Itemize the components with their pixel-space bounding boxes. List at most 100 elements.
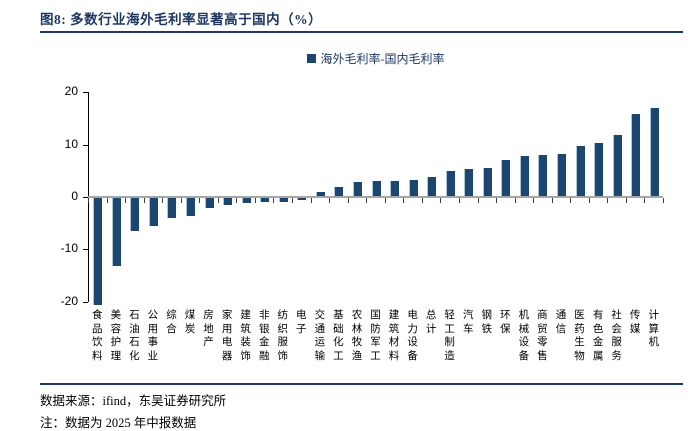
- title-divider: [40, 31, 683, 33]
- x-axis-tick: [329, 198, 331, 203]
- bar-通信: [556, 154, 566, 197]
- bar-机械设备: [519, 155, 529, 197]
- bar-建筑装饰: [241, 198, 251, 203]
- category-label-食品饮料: 食 品 饮 料: [92, 310, 103, 362]
- category-label-医药生物: 医 药 生 物: [574, 310, 585, 362]
- figure-title: 图8: 多数行业海外毛利率显著高于国内（%）: [40, 12, 323, 27]
- x-axis-tick: [217, 198, 219, 203]
- bar-公用事业: [148, 198, 158, 226]
- category-label-交通运输: 交 通 运 输: [314, 310, 326, 362]
- category-label-建筑装饰: 建 筑 装 饰: [240, 310, 251, 362]
- bar-综合: [167, 198, 177, 218]
- bar-家用电器: [223, 198, 233, 205]
- bar-有色金属: [594, 142, 604, 197]
- data-source-text: 数据来源：ifind，东吴证券研究所: [40, 394, 227, 408]
- x-axis-tick: [384, 198, 386, 203]
- y-axis-tick: [83, 249, 88, 251]
- category-label-美容护理: 美 容 护 理: [110, 310, 122, 362]
- category-label-钢铁: 钢 铁: [481, 310, 493, 335]
- category-label-建筑材料: 建 筑 材 料: [388, 310, 400, 362]
- bar-汽车: [464, 169, 474, 197]
- x-axis-tick: [366, 198, 368, 203]
- category-label-有色金属: 有 色 金 属: [592, 310, 604, 362]
- x-axis-tick: [347, 198, 349, 203]
- category-label-石油石化: 石 油 石 化: [129, 310, 140, 362]
- bar-钢铁: [482, 168, 492, 197]
- bar-建筑材料: [390, 180, 400, 197]
- category-label-计算机: 计 算 机: [648, 310, 659, 348]
- data-note-text: 注：数据为 2025 年中报数据: [40, 416, 197, 430]
- y-axis-tick-label: -20: [60, 293, 78, 308]
- category-label-国防军工: 国 防 军 工: [370, 310, 381, 362]
- x-axis-tick: [403, 198, 405, 203]
- category-label-电子: 电 子: [296, 310, 307, 335]
- y-axis-tick: [83, 197, 88, 198]
- bar-美容护理: [111, 198, 121, 267]
- bar-计算机: [649, 107, 659, 197]
- category-label-总计: 总 计: [425, 310, 437, 335]
- y-axis-tick: [83, 144, 88, 146]
- category-label-农林牧渔: 农 林 牧 渔: [351, 310, 363, 362]
- x-axis-tick: [236, 198, 238, 203]
- category-label-机械设备: 机 械 设 备: [518, 310, 530, 362]
- bar-医药生物: [575, 145, 585, 197]
- x-axis-tick: [162, 198, 164, 203]
- category-label-公用事业: 公 用 事 业: [147, 310, 159, 362]
- x-axis-tick: [125, 198, 127, 203]
- bar-总计: [427, 176, 437, 197]
- bar-国防军工: [371, 181, 381, 197]
- x-axis-tick: [477, 198, 479, 203]
- bar-农林牧渔: [352, 182, 362, 197]
- x-axis-tick: [143, 198, 145, 203]
- x-axis-tick: [663, 198, 664, 203]
- bar-轻工制造: [445, 170, 455, 197]
- x-axis-zero-line: [88, 196, 663, 198]
- bar-环保: [501, 160, 511, 197]
- category-label-商贸零售: 商 贸 零 售: [537, 310, 548, 362]
- bar-电力设备: [408, 179, 418, 197]
- bar-交通运输: [315, 191, 325, 197]
- bar-社会服务: [612, 135, 622, 197]
- category-label-社会服务: 社 会 服 务: [611, 310, 622, 362]
- legend-swatch-icon: [306, 54, 316, 63]
- category-label-环保: 环 保: [500, 310, 511, 335]
- x-axis-tick: [310, 198, 312, 203]
- bar-煤炭: [186, 198, 196, 217]
- category-label-家用电器: 家 用 电 器: [221, 310, 233, 362]
- x-axis-tick: [588, 198, 590, 203]
- bar-石油石化: [130, 198, 140, 231]
- category-label-煤炭: 煤 炭: [184, 310, 196, 335]
- x-axis-tick: [106, 198, 108, 203]
- category-label-非银金融: 非 银 金 融: [258, 310, 270, 362]
- category-label-通信: 通 信: [555, 310, 567, 335]
- category-label-电力设备: 电 力 设 备: [407, 310, 418, 362]
- x-axis-tick: [292, 198, 294, 203]
- x-axis-tick: [551, 198, 553, 203]
- footer-divider: [40, 383, 683, 385]
- chart-legend: 海外毛利率-国内毛利率: [88, 50, 663, 67]
- x-axis-tick: [421, 198, 423, 203]
- category-label-传媒: 传 媒: [629, 310, 641, 335]
- x-axis-tick: [625, 198, 627, 203]
- category-label-汽车: 汽 车: [462, 310, 474, 335]
- x-axis-tick: [570, 198, 572, 203]
- y-axis-tick-label: 20: [64, 84, 78, 99]
- x-axis-tick: [458, 198, 460, 203]
- x-axis-tick: [88, 198, 89, 203]
- bar-传媒: [631, 114, 641, 197]
- category-label-纺织服饰: 纺 织 服 饰: [277, 310, 288, 362]
- bar-电子: [297, 198, 307, 200]
- y-axis-tick: [83, 301, 88, 303]
- category-label-基础化工: 基 础 化 工: [333, 310, 344, 362]
- category-label-轻工制造: 轻 工 制 造: [444, 310, 455, 362]
- x-axis-tick: [514, 198, 516, 203]
- y-axis-tick-label: 10: [64, 136, 78, 151]
- x-axis-tick: [533, 198, 535, 203]
- category-label-房地产: 房 地 产: [203, 310, 214, 348]
- x-axis-tick: [254, 198, 256, 203]
- x-axis-tick: [440, 198, 442, 203]
- x-axis-tick: [273, 198, 275, 203]
- bar-非银金融: [260, 198, 270, 203]
- y-axis-tick-label: 0: [71, 189, 78, 203]
